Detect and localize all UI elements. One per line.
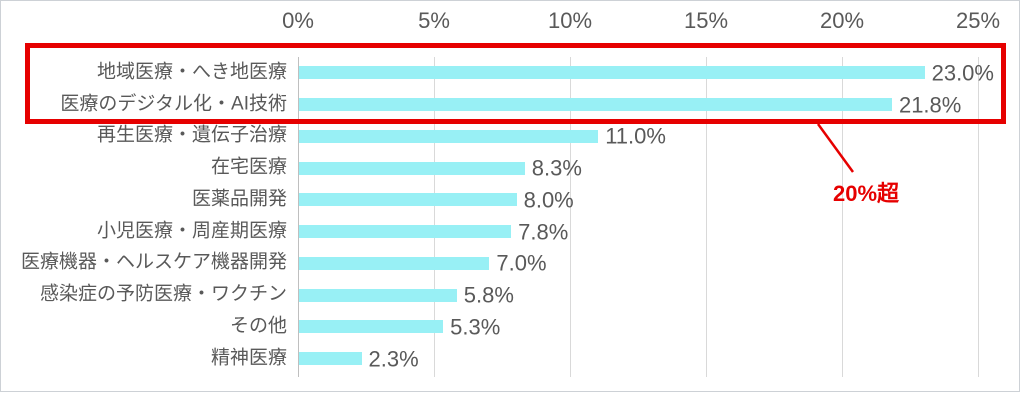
value-label: 5.3% [450, 314, 501, 340]
gridline [842, 57, 843, 377]
highlight-box [25, 43, 1006, 124]
x-tick-label: 0% [282, 8, 314, 33]
category-label: 医薬品開発 [191, 188, 287, 210]
category-label: 医療機器・ヘルスケア機器開発 [20, 251, 287, 273]
gridline [706, 57, 707, 377]
bar [299, 161, 525, 175]
bar [299, 256, 490, 270]
value-axis-line [298, 57, 299, 377]
bar [299, 193, 517, 207]
bar [299, 288, 457, 302]
value-label: 11.0% [605, 123, 666, 149]
x-tick-label: 25% [955, 8, 1001, 33]
bar [299, 129, 599, 143]
value-label: 8.0% [523, 187, 574, 213]
value-label: 7.0% [496, 250, 547, 276]
value-label: 21.8% [898, 91, 962, 117]
category-label: 小児医療・周産期医療 [96, 220, 287, 242]
gridline [434, 57, 435, 377]
x-tick-label: 15% [683, 8, 729, 33]
value-label: 23.0% [931, 60, 994, 86]
category-label: 地域医療・へき地医療 [96, 61, 287, 83]
x-tick-label: 20% [819, 8, 865, 33]
category-label: その他 [229, 315, 287, 337]
category-label: 再生医療・遺伝子治療 [96, 124, 287, 146]
value-label: 7.8% [518, 218, 569, 244]
bar [299, 225, 512, 239]
category-label: 在宅医療 [210, 156, 287, 178]
x-tick-label: 10% [547, 8, 593, 33]
value-label: 2.3% [368, 345, 419, 371]
value-label: 5.8% [463, 282, 514, 308]
bar [299, 66, 925, 80]
annotation-label: 20%超 [833, 181, 900, 206]
gridline [570, 57, 571, 377]
category-label: 感染症の予防医療・ワクチン [39, 283, 287, 305]
category-label: 医療のデジタル化・AI技術 [60, 93, 287, 115]
value-label: 8.3% [531, 155, 582, 181]
bar [299, 352, 362, 366]
bar [299, 320, 444, 334]
gridline [978, 57, 979, 377]
x-tick-label: 5% [418, 8, 450, 33]
bar [299, 98, 892, 112]
category-label: 精神医療 [210, 347, 287, 369]
